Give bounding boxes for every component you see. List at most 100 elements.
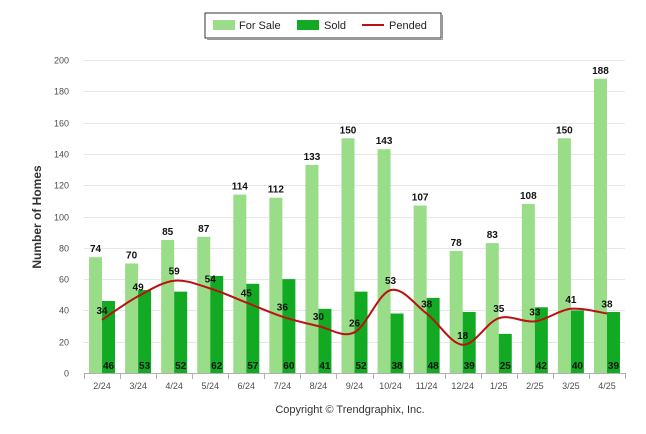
legend: For Sale Sold Pended [204,12,443,40]
data-label-sold: 42 [536,361,548,372]
data-label-pended: 38 [601,300,613,311]
data-label-pended: 26 [349,318,361,329]
bar-for-sale [557,138,571,373]
x-axis: 2/24 3/24 4/24 5/24 6/24 7/24 8/24 9/24 10/24 11/… [84,373,626,391]
bar-for-sale [593,78,607,373]
data-label-for-sale: 150 [340,125,357,136]
data-label-sold: 53 [139,361,151,372]
data-label-pended: 54 [205,274,217,285]
legend-swatch-for-sale [213,20,235,30]
data-label-for-sale: 133 [304,152,321,163]
data-label-sold: 39 [608,361,620,372]
pended-series-line [101,279,608,346]
data-label-for-sale: 150 [556,125,573,136]
x-tick-label: 8/24 [310,381,328,391]
bar-sold [390,313,404,373]
bar-for-sale [305,164,319,373]
x-tick-label: 3/25 [562,381,580,391]
x-tick-label: 4/25 [598,381,616,391]
bar-sold [606,311,620,373]
bar-sold [498,333,512,373]
data-label-pended: 41 [565,295,577,306]
y-tick-label: 100 [54,213,69,223]
bar-for-sale [413,205,427,373]
data-label-sold: 25 [500,361,512,372]
bar-sold [102,301,116,373]
data-label-sold: 41 [319,361,331,372]
data-label-for-sale: 74 [90,244,102,255]
x-tick-label: 7/24 [274,381,292,391]
x-tick-label: 1/25 [490,381,508,391]
y-tick-label: 60 [59,275,69,285]
data-label-for-sale: 70 [126,250,138,261]
legend-frame [204,12,442,39]
data-label-pended: 30 [313,312,325,323]
bar-for-sale [125,263,139,373]
bar-for-sale [233,194,247,373]
legend-label-for-sale: For Sale [239,20,281,32]
data-label-pended: 53 [385,276,397,287]
bar-for-sale [449,250,463,373]
bar-for-sale [269,197,283,373]
x-tick-label: 2/25 [526,381,544,391]
x-tick-label: 9/24 [346,381,364,391]
y-tick-label: 140 [54,150,69,160]
y-tick-labels: 0 20 40 60 80 100 120 140 160 180 200 [54,56,69,379]
data-label-for-sale: 78 [451,238,463,249]
data-label-sold: 38 [392,361,404,372]
bar-for-sale [485,243,499,373]
data-label-for-sale: 188 [592,66,609,77]
data-label-for-sale: 143 [376,136,393,147]
y-tick-label: 20 [59,338,69,348]
pended-line [101,279,608,346]
bar-sold [210,275,224,373]
x-tick-label: 10/24 [379,381,402,391]
x-tick-label: 2/24 [93,381,111,391]
x-tick-label: 11/24 [416,381,438,391]
data-label-sold: 40 [572,361,584,372]
data-label-for-sale: 112 [268,185,285,196]
data-label-for-sale: 108 [520,191,537,202]
bar-for-sale [341,138,355,373]
bars [89,78,620,373]
y-tick-label: 180 [54,87,69,97]
data-label-pended: 34 [96,306,108,317]
bar-sold [282,279,296,373]
x-tick-label: 3/24 [129,381,147,391]
bar-sold [174,291,188,373]
data-label-sold: 60 [283,361,295,372]
legend-label-pended: Pended [389,20,427,32]
data-label-sold: 48 [428,361,440,372]
legend-swatch-sold [297,20,319,30]
data-label-pended: 45 [241,289,253,300]
legend-label-sold: Sold [324,20,346,32]
data-label-for-sale: 114 [232,182,249,193]
data-label-for-sale: 87 [198,224,210,235]
y-tick-label: 0 [64,369,69,379]
copyright-footer: Copyright © Trendgraphix, Inc. [275,404,424,416]
x-tick-label: 6/24 [238,381,256,391]
y-tick-label: 80 [59,244,69,254]
y-tick-label: 120 [54,181,69,191]
data-label-sold: 39 [464,361,476,372]
bar-sold [354,291,368,373]
data-label-pended: 33 [529,307,541,318]
data-label-sold: 57 [247,361,259,372]
data-label-pended: 35 [493,304,505,315]
data-label-sold: 52 [355,361,367,372]
bar-for-sale [89,257,103,373]
bar-for-sale [521,203,535,373]
bar-sold [138,290,152,373]
bar-for-sale [197,236,211,373]
bar-sold [318,308,332,373]
y-axis-title: Number of Homes [30,165,44,269]
y-tick-label: 160 [54,119,69,129]
bar-for-sale [161,239,175,373]
y-tick-label: 200 [54,56,69,66]
data-label-sold: 52 [175,361,187,372]
bar-sold [570,310,584,373]
data-label-pended: 36 [277,303,289,314]
y-tick-label: 40 [59,306,69,316]
